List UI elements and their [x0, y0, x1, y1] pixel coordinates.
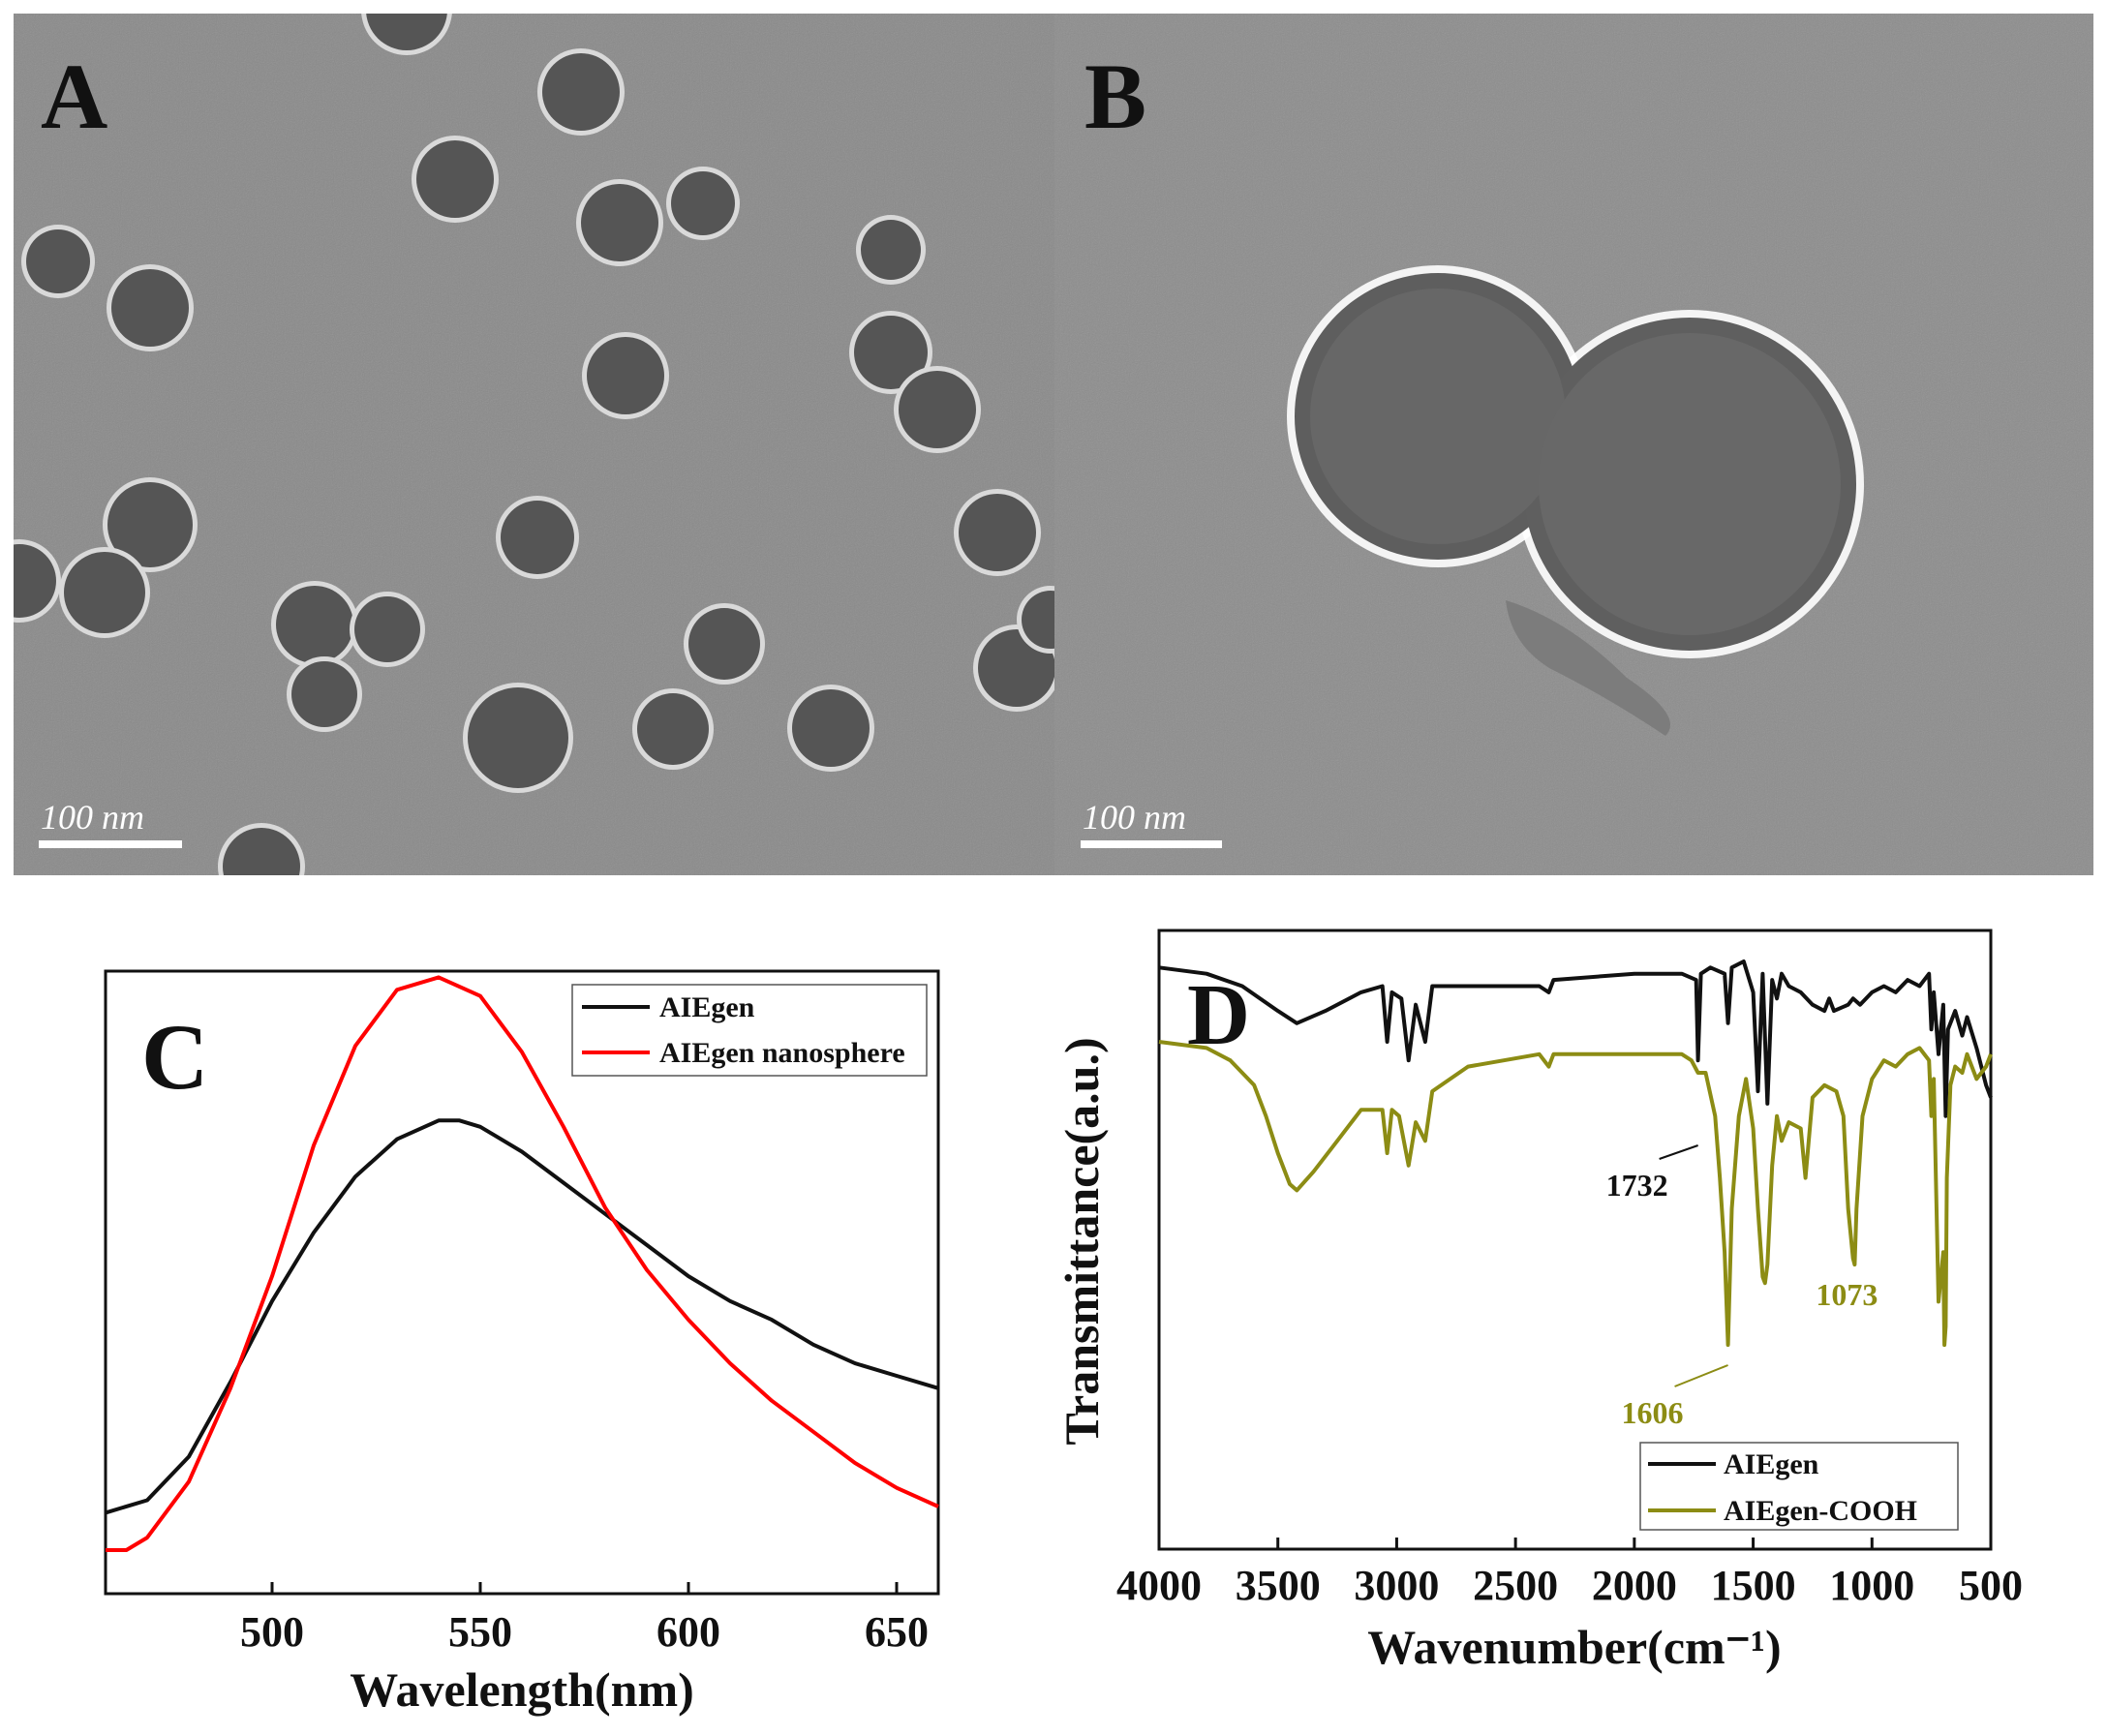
annotation-leader-1732 — [1659, 1144, 1698, 1160]
legend-c: AIEgen AIEgen nanosphere — [571, 984, 928, 1077]
scalebar-label-b: 100 nm — [1083, 798, 1186, 837]
scalebar-a: 100 nm — [39, 798, 182, 848]
nanoparticle — [64, 552, 145, 633]
peak-annotations-d: 1732 1606 1073 — [1606, 1144, 1878, 1430]
series-line-aiegen-nanosphere — [106, 975, 939, 1552]
annotation-leader-1606 — [1674, 1364, 1728, 1387]
nanoparticle — [111, 269, 189, 347]
nanoparticle — [688, 608, 760, 680]
legend-label-aiegen-nanosphere: AIEgen nanosphere — [659, 1037, 905, 1069]
nanoparticle — [792, 689, 870, 767]
nanoparticle — [581, 184, 658, 261]
peak-label-1606: 1606 — [1622, 1395, 1684, 1430]
x-tick-label: 550 — [448, 1608, 512, 1656]
y-axis-title-d: Transmittance(a.u.) — [1054, 1037, 1109, 1445]
nanoparticle — [354, 596, 420, 662]
nanoparticle — [468, 687, 568, 788]
nanoparticle — [416, 140, 494, 218]
nanoparticle — [291, 661, 357, 727]
panel-letter-b: B — [1084, 45, 1146, 148]
x-tick-label: 600 — [657, 1608, 720, 1656]
series-line-aiegen-cooh — [1158, 1040, 1993, 1348]
nanoparticle — [366, 14, 447, 50]
nanoparticle — [1022, 591, 1054, 649]
nanoparticle — [542, 53, 620, 131]
nanoparticle — [14, 544, 56, 618]
nanoparticle — [107, 482, 193, 567]
x-tick-label: 1500 — [1711, 1562, 1796, 1609]
legend-label-aiegen-d: AIEgen — [1724, 1448, 1819, 1480]
series-line-aiegen — [105, 1118, 939, 1515]
debris-shadow — [1506, 600, 1670, 736]
peak-label-1732: 1732 — [1606, 1168, 1668, 1203]
nanoparticle — [223, 828, 300, 875]
nanoparticle-group — [14, 14, 1054, 875]
nanoparticle — [501, 501, 574, 574]
tem-image-b — [1054, 14, 2093, 875]
x-axis-title-d: Wavenumber(cm⁻¹) — [1367, 1620, 1781, 1674]
nanoparticle — [276, 586, 353, 663]
nanoparticle — [854, 316, 928, 389]
chart-d: 4000 3500 3000 2500 2000 1500 1000 500 1732 1606… — [1054, 929, 2023, 1674]
x-tick-label: 3000 — [1354, 1562, 1439, 1609]
peak-label-1073: 1073 — [1816, 1277, 1878, 1312]
x-tick-label: 500 — [1959, 1562, 2023, 1609]
nanoparticle — [899, 371, 976, 448]
nanoparticle — [637, 693, 709, 765]
x-tick-label: 650 — [865, 1608, 929, 1656]
nanoparticle — [861, 220, 921, 280]
x-tick-label: 1000 — [1829, 1562, 1914, 1609]
series-group-c — [105, 975, 939, 1552]
panel-letter-d: D — [1187, 967, 1250, 1063]
legend-box-c — [571, 984, 928, 1077]
particle-core-left — [1310, 289, 1566, 544]
x-ticks-d: 4000 3500 3000 2500 2000 1500 1000 500 — [1116, 1538, 2023, 1609]
legend-label-aiegen-cooh: AIEgen-COOH — [1724, 1495, 1917, 1527]
chart-c: 500 550 600 650 AIEgen AIEgen nanosphere C … — [104, 969, 940, 1717]
panel-letter-c: C — [141, 1005, 208, 1109]
nanoparticle — [26, 229, 90, 293]
x-axis-title-c: Wavelength(nm) — [350, 1662, 694, 1717]
legend-box-d — [1639, 1442, 1959, 1531]
nanoparticle — [959, 494, 1036, 571]
x-tick-label: 2500 — [1473, 1562, 1558, 1609]
plot-frame-c — [104, 969, 940, 1596]
x-tick-label: 4000 — [1116, 1562, 1202, 1609]
legend-d: AIEgen AIEgen-COOH — [1639, 1442, 1959, 1531]
legend-label-aiegen: AIEgen — [659, 991, 755, 1023]
x-tick-label: 500 — [240, 1608, 304, 1656]
scalebar-b: 100 nm — [1081, 798, 1222, 848]
x-tick-label: 3500 — [1236, 1562, 1321, 1609]
nanoparticle — [671, 171, 735, 235]
plot-frame-d — [1157, 929, 1993, 1551]
series-group-d — [1158, 959, 1993, 1348]
scalebar-label-a: 100 nm — [41, 798, 144, 837]
x-ticks-c: 500 550 600 650 — [240, 1582, 929, 1656]
x-tick-label: 2000 — [1592, 1562, 1677, 1609]
tem-image-a — [14, 14, 1054, 875]
series-line-aiegen — [1158, 959, 1993, 1118]
particle-core-right — [1539, 333, 1841, 635]
nanoparticle — [587, 337, 664, 414]
panel-letter-a: A — [41, 45, 107, 148]
